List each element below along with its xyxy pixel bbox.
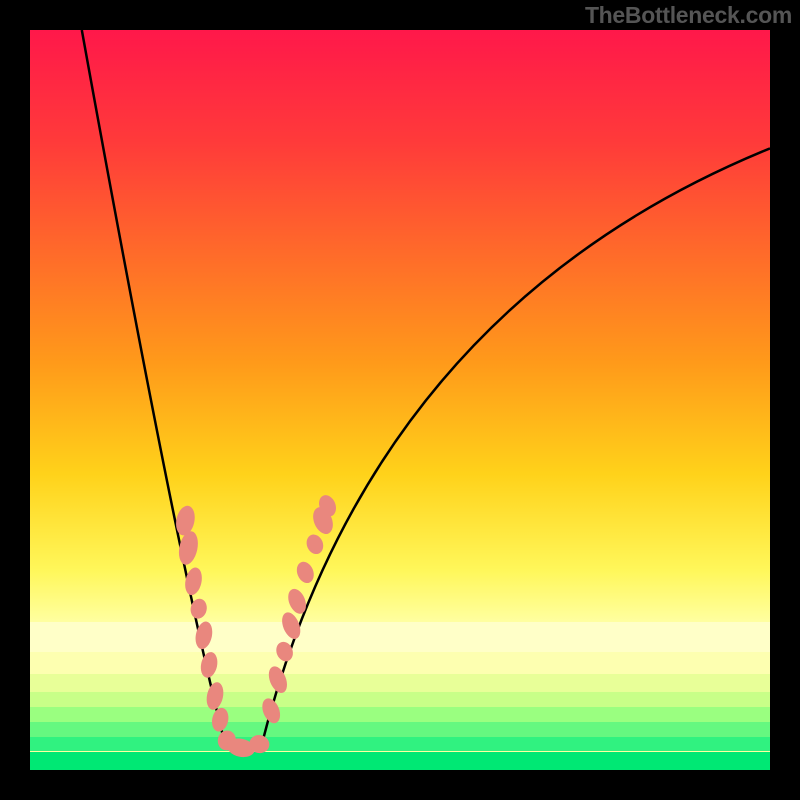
data-point-right — [304, 532, 326, 557]
chart-frame: TheBottleneck.com — [0, 0, 800, 800]
plot-area — [30, 30, 770, 770]
data-point-left — [176, 530, 201, 567]
watermark-label: TheBottleneck.com — [585, 2, 792, 29]
data-point-right — [259, 696, 284, 726]
curve-layer — [30, 30, 770, 770]
data-point-left — [204, 681, 225, 712]
data-point-right — [265, 664, 290, 696]
data-point-left — [199, 651, 220, 680]
data-point-right — [294, 559, 317, 585]
data-point-left — [210, 706, 231, 733]
bottleneck-curve — [82, 30, 770, 748]
